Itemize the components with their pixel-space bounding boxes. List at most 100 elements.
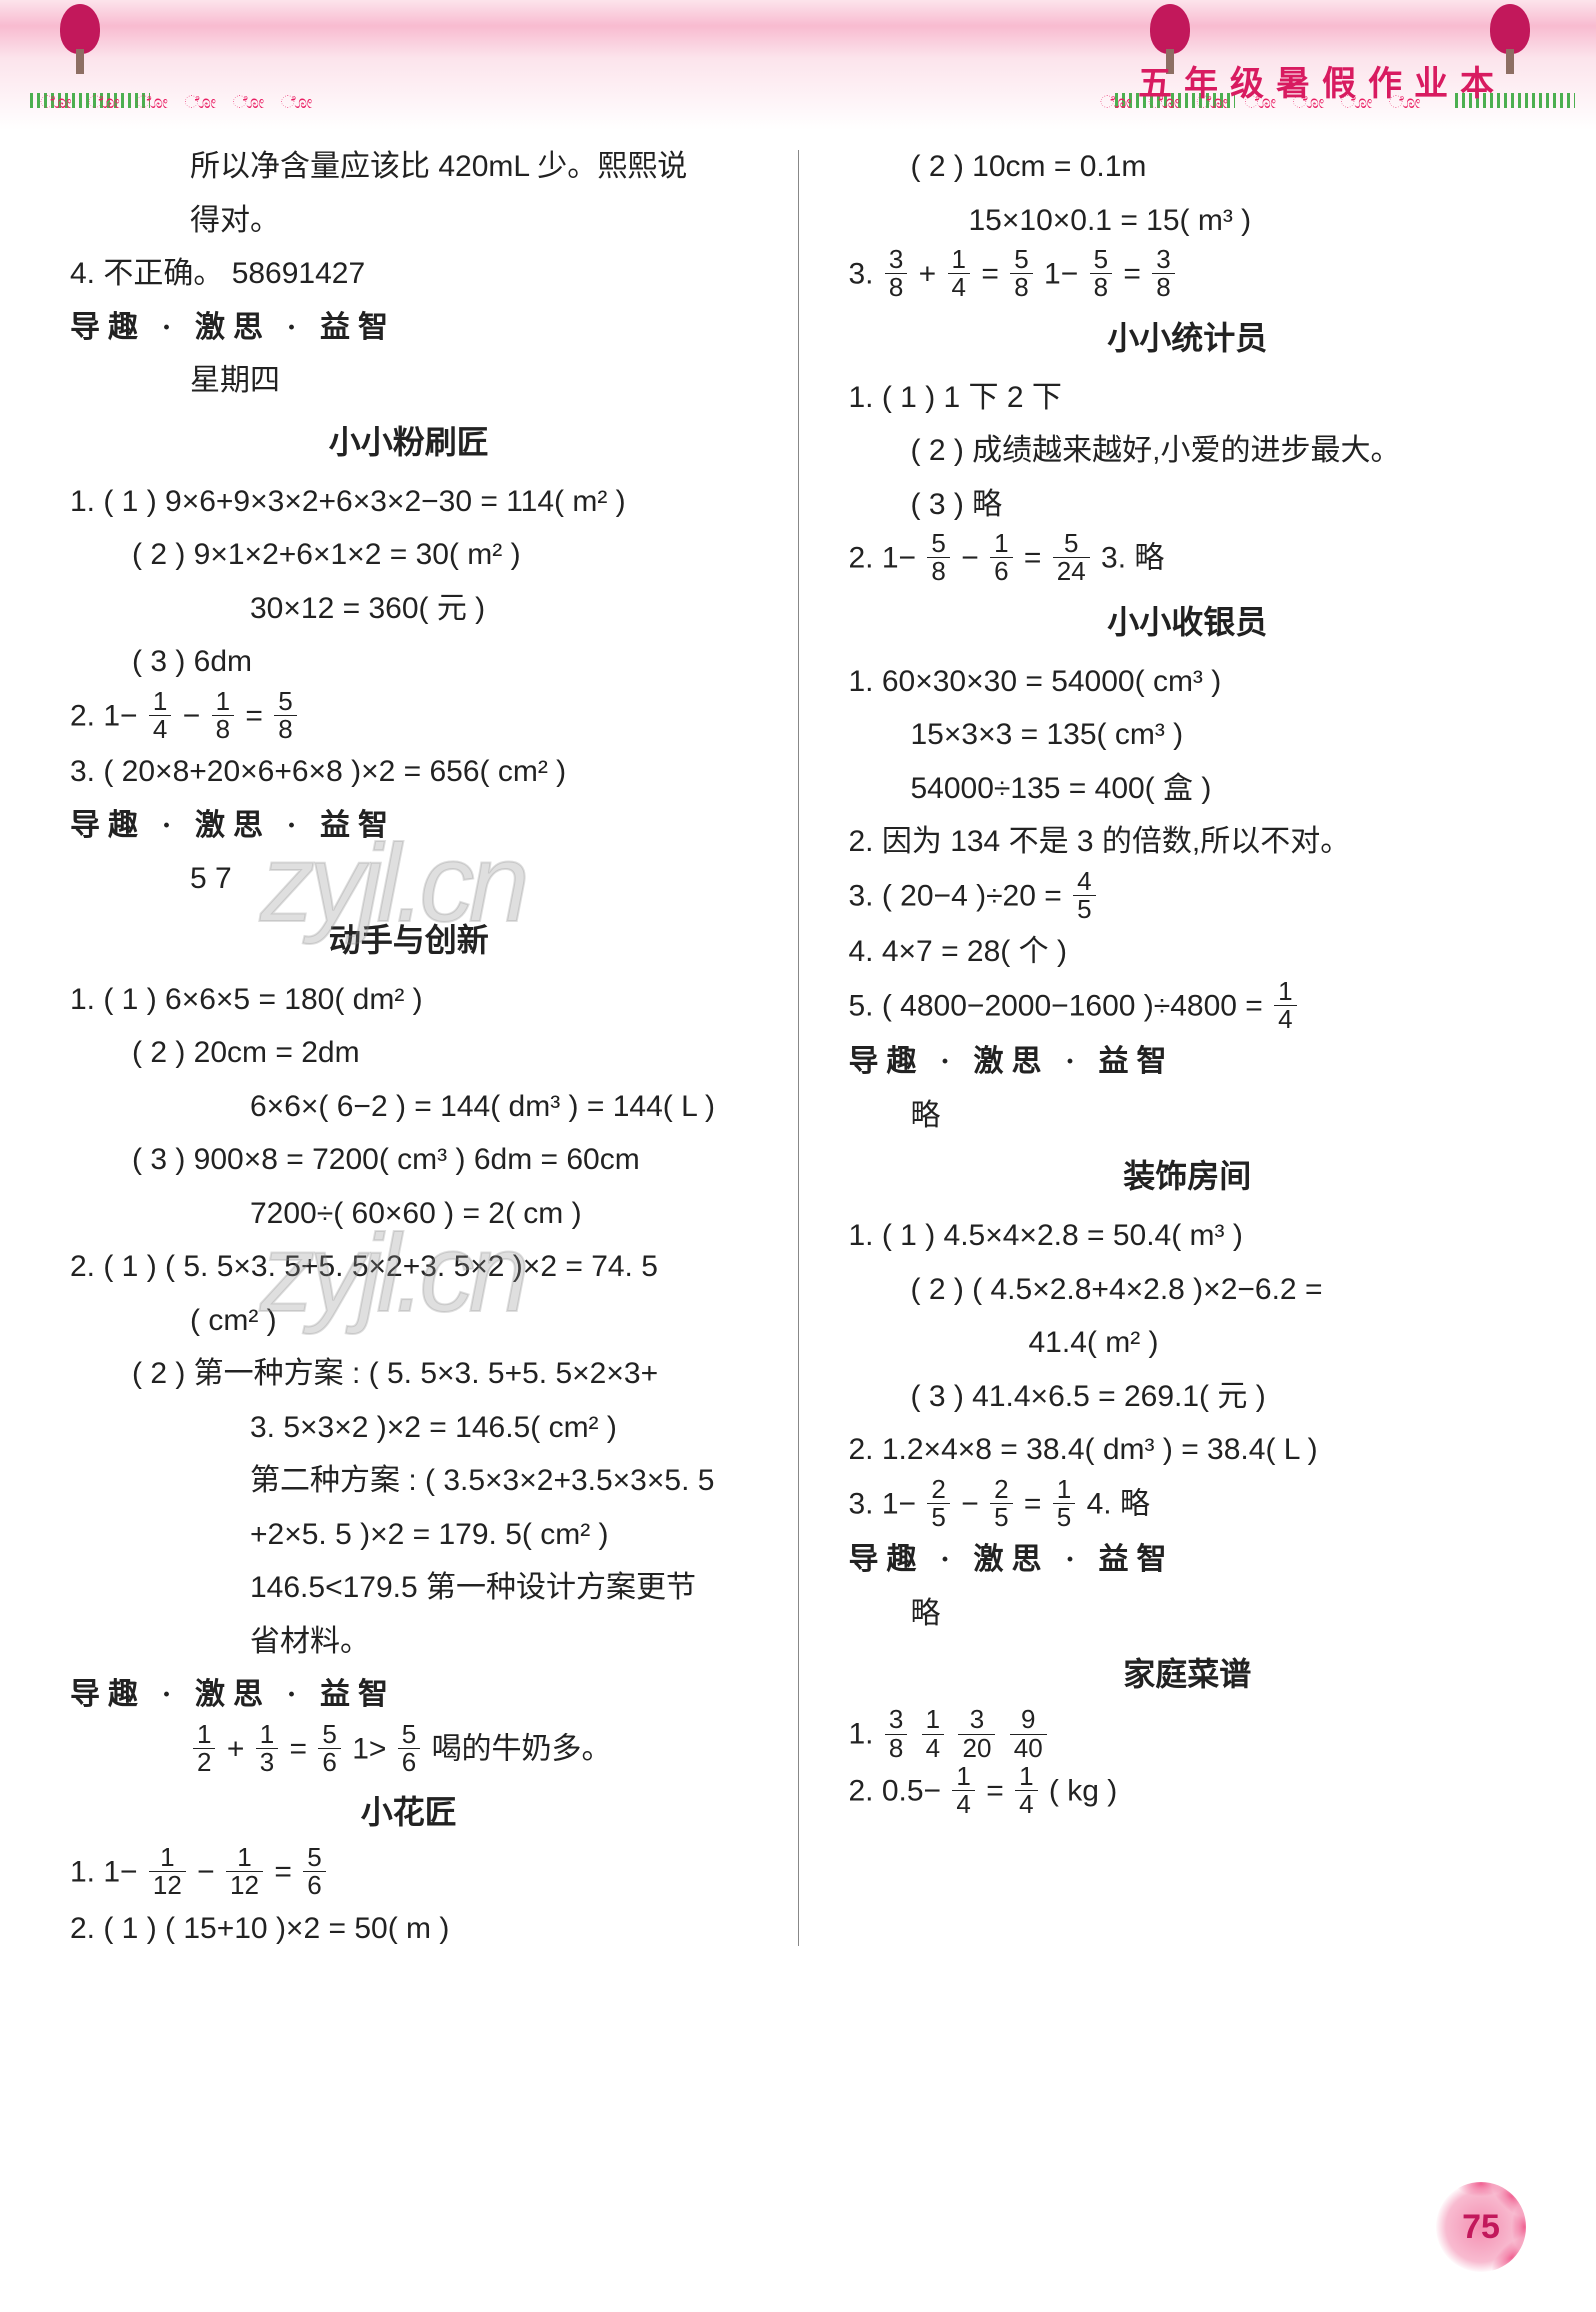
left-column: 所以净含量应该比 420mL 少。熙熙说 得对。 4. 不正确。 5869142… [70,140,748,1956]
text-line: 7200÷( 60×60 ) = 2( cm ) [70,1188,748,1241]
text-line: 2. ( 1 ) ( 5. 5×3. 5+5. 5×2+3. 5×2 )×2 =… [70,1241,748,1294]
text-line: ( 2 ) 20cm = 2dm [70,1027,748,1080]
fraction: 16 [990,530,1012,586]
book-title: 五年级暑假作业本 [1138,56,1506,105]
fraction: 58 [1010,246,1032,302]
text-line: ( cm² ) [70,1295,748,1348]
t: 3. ( 20−4 )÷20 = [849,879,1062,912]
section-title: 小花匠 [70,1784,748,1840]
fraction: 56 [398,1721,420,1777]
t: ( kg ) [1049,1775,1117,1808]
fraction: 38 [885,246,907,302]
fraction: 112 [149,1844,186,1900]
fraction: 58 [927,530,949,586]
t: 2. 0.5− [849,1775,942,1808]
page-number: 75 [1462,2208,1500,2247]
t: − [961,1488,979,1521]
subsection-label: 导趣 · 激思 · 益智 [70,302,748,355]
text-line: 省材料。 [70,1616,748,1669]
fraction: 45 [1073,868,1095,924]
text-line: ( 2 ) 10cm = 0.1m [849,141,1527,194]
fraction-line: 3. 1− 25 − 25 = 15 4. 略 [849,1478,1527,1534]
text-line: ( 3 ) 略 [849,479,1527,532]
tree-icon [60,4,100,74]
fraction: 58 [274,688,296,744]
page-header: ೋ ೋ ೋ ೋ ೋ ೋ ೋ ೋ ೋ ೋ ೋ ೋ ೋ 五年级暑假作业本 [0,0,1596,130]
fraction-line: 3. ( 20−4 )÷20 = 45 [849,870,1527,926]
text-line: 星期四 [70,355,748,408]
text-line: ( 2 ) 第一种方案 : ( 5. 5×3. 5+5. 5×2×3+ [70,1348,748,1401]
fraction-line: 1. 38 14 320 940 [849,1708,1527,1764]
t: 2. 1− [849,542,917,575]
butterfly-decor: ೋ ೋ ೋ ೋ ೋ ೋ [40,92,324,113]
text-line: 15×10×0.1 = 15( m³ ) [849,195,1527,248]
t: 3. 1− [849,1488,917,1521]
fraction-line: 5. ( 4800−2000−1600 )÷4800 = 14 [849,980,1527,1036]
fraction: 56 [303,1844,325,1900]
text-line: ( 3 ) 41.4×6.5 = 269.1( 元 ) [849,1371,1527,1424]
fraction: 320 [958,1706,995,1762]
text-line: 所以净含量应该比 420mL 少。熙熙说 [70,141,748,194]
t: = [1123,258,1141,291]
text-line: 30×12 = 360( 元 ) [70,583,748,636]
text-line: ( 3 ) 900×8 = 7200( cm³ ) 6dm = 60cm [70,1134,748,1187]
fraction: 14 [1274,978,1296,1034]
text-line: 146.5<179.5 第一种设计方案更节 [70,1562,748,1615]
t: 1− [1044,258,1078,291]
section-title: 装饰房间 [849,1148,1527,1204]
t: 1. [849,1718,882,1751]
t: = [290,1732,308,1765]
text-line: 2. 1.2×4×8 = 38.4( dm³ ) = 38.4( L ) [849,1424,1527,1477]
t: + [919,258,937,291]
fraction: 18 [212,688,234,744]
t: = [1024,1488,1042,1521]
right-column: ( 2 ) 10cm = 0.1m 15×10×0.1 = 15( m³ ) 3… [849,140,1527,1956]
fraction: 25 [990,1476,1012,1532]
text-line: 1. ( 1 ) 1 下 2 下 [849,372,1527,425]
fraction-line: 2. 1− 58 − 16 = 524 3. 略 [849,532,1527,588]
fraction: 38 [885,1706,907,1762]
text-line: 3. 5×3×2 )×2 = 146.5( cm² ) [70,1402,748,1455]
text-line: 15×3×3 = 135( cm³ ) [849,709,1527,762]
page-content: 所以净含量应该比 420mL 少。熙熙说 得对。 4. 不正确。 5869142… [0,130,1596,1996]
fraction: 112 [226,1844,263,1900]
fraction: 14 [952,1763,974,1819]
t: 2. 1− [70,699,138,732]
subsection-label: 导趣 · 激思 · 益智 [70,1669,748,1722]
text-line: 1. 60×30×30 = 54000( cm³ ) [849,656,1527,709]
t: 3. [849,258,882,291]
t: 5. ( 4800−2000−1600 )÷4800 = [849,990,1263,1023]
t: = [1024,542,1042,575]
t: − [183,699,201,732]
text-line: 1. ( 1 ) 4.5×4×2.8 = 50.4( m³ ) [849,1210,1527,1263]
t: 4. 略 [1087,1488,1150,1521]
fraction: 524 [1053,530,1090,586]
text-line: ( 3 ) 6dm [70,636,748,689]
text-line: 得对。 [70,195,748,248]
t: = [274,1856,292,1889]
t: 喝的牛奶多。 [432,1732,612,1765]
fraction-line: 3. 38 + 14 = 58 1− 58 = 38 [849,248,1527,304]
text-line: +2×5. 5 )×2 = 179. 5( cm² ) [70,1509,748,1562]
t: − [961,542,979,575]
fraction: 58 [1090,246,1112,302]
text-line: ( 2 ) ( 4.5×2.8+4×2.8 )×2−6.2 = [849,1264,1527,1317]
section-title: 小小收银员 [849,594,1527,650]
fraction: 25 [927,1476,949,1532]
text-line: 4. 4×7 = 28( 个 ) [849,926,1527,979]
fraction-line: 12 + 13 = 56 1> 56 喝的牛奶多。 [70,1723,748,1779]
subsection-label: 导趣 · 激思 · 益智 [849,1036,1527,1089]
fraction: 14 [1015,1763,1037,1819]
subsection-label: 导趣 · 激思 · 益智 [849,1534,1527,1587]
section-title: 小小粉刷匠 [70,414,748,470]
page-number-badge: 75 [1436,2182,1526,2272]
fraction-line: 1. 1− 112 − 112 = 56 [70,1846,748,1902]
t: = [986,1775,1004,1808]
fraction: 940 [1010,1706,1047,1762]
text-line: ( 2 ) 9×1×2+6×1×2 = 30( m² ) [70,529,748,582]
t: + [227,1732,245,1765]
text-line: 1. ( 1 ) 9×6+9×3×2+6×3×2−30 = 114( m² ) [70,476,748,529]
fraction: 12 [193,1721,215,1777]
fraction: 38 [1152,246,1174,302]
section-title: 动手与创新 [70,912,748,968]
